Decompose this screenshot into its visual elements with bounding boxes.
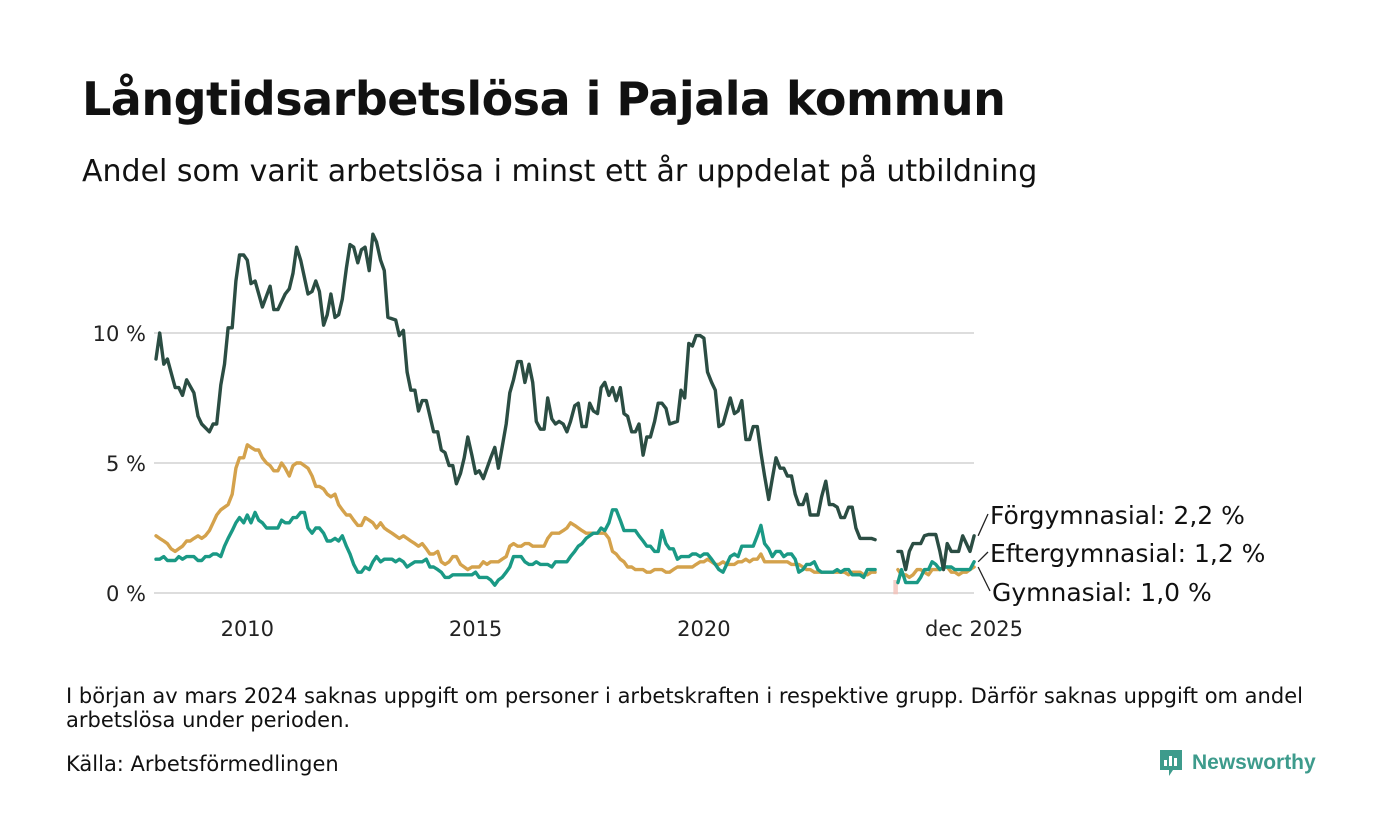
missing-data-band	[893, 580, 898, 595]
series-line-forgymnasial	[154, 232, 976, 572]
leader-line	[977, 566, 991, 592]
brand-name: Newsworthy	[1192, 751, 1316, 774]
end-label-gymnasial: Gymnasial: 1,0 %	[992, 578, 1212, 607]
y-axis-ticks: 0 % 5 % 10 %	[93, 322, 146, 606]
x-tick-label: 2010	[221, 617, 274, 641]
y-tick-label: 5 %	[106, 452, 146, 476]
gridlines	[154, 332, 974, 594]
footnote: I början av mars 2024 saknas uppgift om …	[66, 684, 1303, 732]
leader-line	[977, 513, 989, 537]
chart-title: Långtidsarbetslösa i Pajala kommun	[82, 72, 1006, 126]
end-label-eftergymnasial: Eftergymnasial: 1,2 %	[990, 539, 1265, 568]
y-tick-label: 10 %	[93, 322, 146, 346]
line-chart: 0 % 5 % 10 % 2010 2015 2020 dec 2025 Förgymna…	[93, 232, 1265, 641]
newsworthy-logo-icon	[1160, 750, 1182, 776]
x-tick-label: dec 2025	[925, 617, 1023, 641]
brand-logo: Newsworthy	[1158, 748, 1316, 778]
source-text: Källa: Arbetsförmedlingen	[66, 752, 339, 776]
x-axis-ticks: 2010 2015 2020 dec 2025	[221, 617, 1023, 641]
x-tick-label: 2020	[677, 617, 730, 641]
end-label-forgymnasial: Förgymnasial: 2,2 %	[990, 501, 1245, 530]
y-tick-label: 0 %	[106, 582, 146, 606]
end-labels: Förgymnasial: 2,2 % Eftergymnasial: 1,2 %…	[977, 501, 1265, 607]
chart-subtitle: Andel som varit arbetslösa i minst ett å…	[82, 154, 1038, 189]
series-line-gymnasial	[154, 443, 976, 580]
series-line-eftergymnasial	[154, 508, 976, 587]
x-tick-label: 2015	[449, 617, 502, 641]
leader-line	[977, 551, 989, 563]
series-lines	[154, 232, 976, 587]
missing-period-mark	[893, 580, 898, 595]
